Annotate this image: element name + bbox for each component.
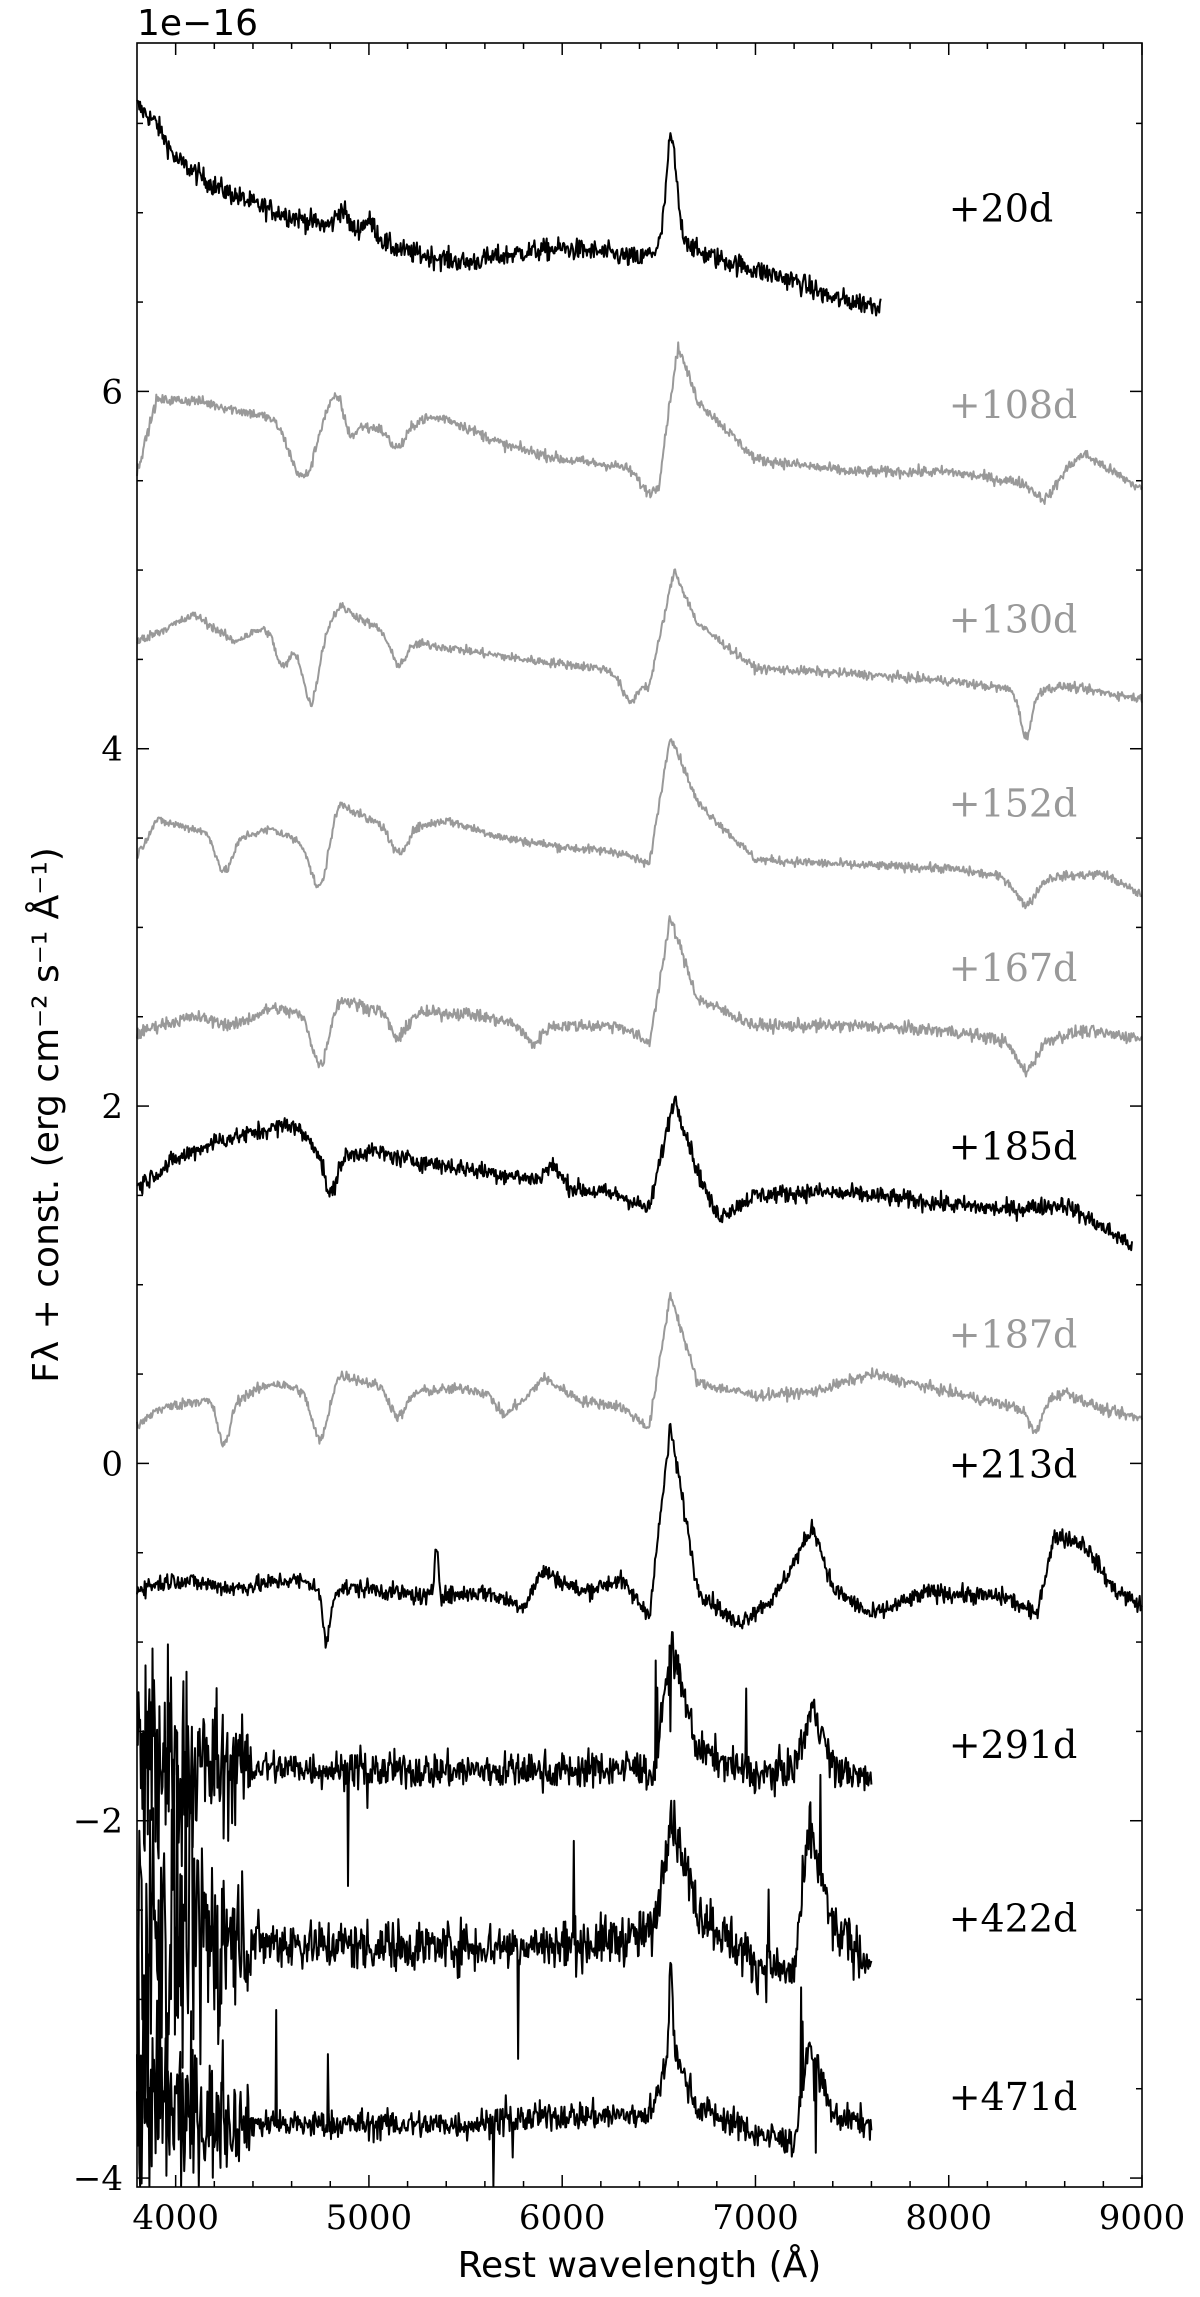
spectrum-line-plus-471d xyxy=(136,1945,873,2187)
epoch-label: +167d xyxy=(949,946,1078,990)
epoch-label: +187d xyxy=(949,1312,1078,1356)
x-axis-label: Rest wavelength (Å) xyxy=(458,2243,822,2286)
spectrum-line-plus-291d xyxy=(136,1631,873,1887)
epoch-label: +291d xyxy=(949,1723,1078,1767)
spectrum-line-plus-185d xyxy=(136,1095,1133,1252)
epoch-label: +20d xyxy=(949,187,1054,231)
spectrum-line-plus-213d xyxy=(136,1422,1143,1649)
x-tick-label: 4000 xyxy=(132,2198,219,2238)
spectrum-line-plus-130d xyxy=(136,568,1143,741)
x-tick-label: 6000 xyxy=(519,2198,606,2238)
spectrum-line-plus-108d xyxy=(136,341,1143,505)
y-tick-label: −2 xyxy=(73,1802,123,1842)
epoch-label: +185d xyxy=(949,1125,1078,1169)
x-tick-label: 8000 xyxy=(905,2198,992,2238)
epoch-label: +422d xyxy=(949,1897,1078,1941)
plot-frame xyxy=(136,42,1143,2188)
y-tick-label: 4 xyxy=(101,730,123,770)
x-tick-label: 5000 xyxy=(326,2198,413,2238)
y-axis-label: Fλ + const. (erg cm⁻² s⁻¹ Å⁻¹) xyxy=(24,847,67,1383)
tick-layer: 4000 5000 6000 7000 8000 9000 −4 −2 0 2 4 6 xyxy=(73,43,1185,2238)
x-tick-label: 7000 xyxy=(712,2198,799,2238)
epoch-label: +152d xyxy=(949,782,1078,826)
annotation-layer: +20d +108d +130d +152d +167d +185d +187d +213d +… xyxy=(949,187,1078,2119)
x-tick-label: 9000 xyxy=(1099,2198,1186,2238)
spectrum-line-plus-152d xyxy=(136,738,1143,910)
epoch-label: +471d xyxy=(949,2075,1078,2119)
spectrum-line-plus-187d xyxy=(136,1291,1143,1448)
series-layer xyxy=(136,99,1143,2187)
y-tick-label: 6 xyxy=(101,372,123,412)
y-tick-label: 0 xyxy=(101,1444,123,1484)
y-tick-label: −4 xyxy=(73,2159,123,2199)
spectrum-line-plus-167d xyxy=(136,915,1143,1078)
spectrum-line-plus-20d xyxy=(136,99,882,317)
epoch-label: +130d xyxy=(949,598,1078,642)
y-tick-label: 2 xyxy=(101,1087,123,1127)
y-multiplier: 1e−16 xyxy=(137,3,258,44)
epoch-label: +213d xyxy=(949,1443,1078,1487)
epoch-label: +108d xyxy=(949,383,1078,427)
spectrum-line-plus-422d xyxy=(136,1731,873,2143)
